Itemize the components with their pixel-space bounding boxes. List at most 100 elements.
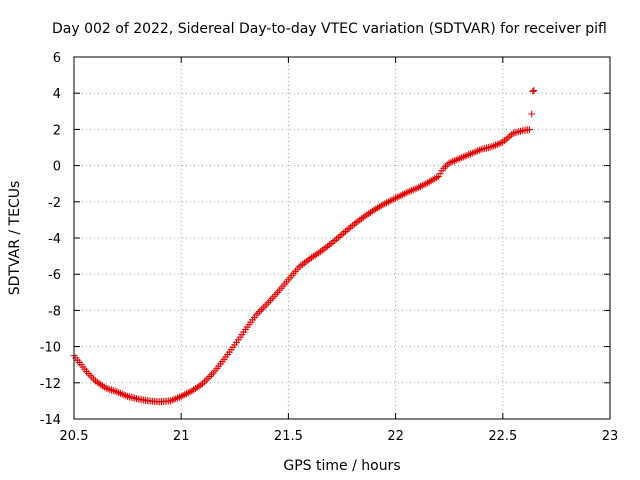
data-point: [186, 388, 194, 396]
data-point: [408, 187, 416, 195]
data-point: [491, 141, 499, 149]
data-point: [315, 249, 323, 257]
data-point: [400, 190, 408, 198]
data-point: [366, 208, 374, 216]
data-point: [208, 371, 216, 379]
data-point: [261, 302, 269, 310]
data-point: [470, 148, 478, 156]
data-point: [429, 176, 437, 184]
x-tick-label: 22: [387, 429, 404, 444]
data-point: [493, 140, 501, 148]
data-point: [170, 395, 178, 403]
data-point: [375, 203, 383, 211]
y-axis-label: SDTVAR / TECUs: [7, 181, 23, 296]
data-point: [393, 193, 401, 201]
data-point: [468, 149, 476, 157]
data-point: [461, 152, 469, 160]
data-point: [331, 237, 339, 245]
data-point: [508, 131, 516, 139]
data-point: [406, 187, 414, 195]
data-point: [106, 385, 114, 393]
data-point: [474, 147, 482, 155]
data-point: [388, 196, 396, 204]
data-point: [316, 248, 324, 256]
data-point: [336, 232, 344, 240]
data-point: [295, 263, 303, 271]
data-point: [530, 86, 538, 94]
data-point: [411, 185, 419, 193]
data-point: [327, 240, 335, 248]
data-point: [302, 258, 310, 266]
data-point: [456, 154, 464, 162]
data-point: [390, 195, 398, 203]
data-point: [386, 197, 394, 205]
data-point: [334, 233, 342, 241]
data-point: [443, 161, 451, 169]
data-point: [195, 382, 203, 390]
data-point: [329, 238, 337, 246]
y-tick-label: -2: [48, 196, 61, 211]
data-point: [529, 87, 537, 95]
data-point: [363, 211, 371, 219]
data-point: [306, 255, 314, 263]
data-point: [184, 389, 192, 397]
data-point: [206, 373, 214, 381]
data-point: [402, 189, 410, 197]
data-point: [528, 110, 536, 118]
x-axis-label: GPS time / hours: [283, 458, 400, 474]
data-point: [365, 210, 373, 218]
data-point: [190, 386, 198, 394]
data-point: [97, 381, 105, 389]
data-point: [202, 376, 210, 384]
data-point: [340, 229, 348, 237]
data-point: [100, 383, 108, 391]
data-point: [341, 227, 349, 235]
data-point: [377, 202, 385, 210]
y-tick-label: 2: [53, 123, 61, 138]
data-point: [200, 378, 208, 386]
data-point: [454, 155, 462, 163]
data-point: [168, 396, 176, 404]
data-point: [175, 393, 183, 401]
x-tick-label: 23: [602, 429, 619, 444]
data-point: [115, 389, 123, 397]
data-point: [88, 373, 96, 381]
data-point: [297, 262, 305, 270]
data-point: [191, 385, 199, 393]
x-tick-label: 22.5: [488, 429, 517, 444]
data-point: [374, 204, 382, 212]
data-point: [409, 186, 417, 194]
data-point: [304, 256, 312, 264]
data-point: [358, 215, 366, 223]
data-point: [311, 251, 319, 259]
data-point: [193, 383, 201, 391]
data-point: [433, 174, 441, 182]
data-point: [450, 157, 458, 165]
data-point: [104, 385, 112, 393]
data-point: [199, 380, 207, 388]
data-point: [383, 199, 391, 207]
data-point: [431, 175, 439, 183]
data-point: [490, 142, 498, 150]
data-point: [475, 146, 483, 154]
y-tick-label: 0: [53, 160, 61, 175]
data-point: [416, 182, 424, 190]
data-point: [174, 394, 182, 402]
data-point: [345, 224, 353, 232]
data-point: [204, 374, 212, 382]
grid: [74, 57, 610, 419]
data-point: [420, 181, 428, 189]
data-point: [108, 386, 116, 394]
data-point: [116, 389, 124, 397]
data-point: [338, 230, 346, 238]
data-point: [259, 304, 267, 312]
data-point: [447, 158, 455, 166]
data-point: [509, 129, 517, 137]
data-point: [118, 390, 126, 398]
data-point: [99, 382, 107, 390]
data-point: [86, 371, 94, 379]
data-point: [379, 201, 387, 209]
data-point: [465, 151, 473, 159]
data-point: [258, 306, 266, 314]
data-point: [445, 159, 453, 167]
